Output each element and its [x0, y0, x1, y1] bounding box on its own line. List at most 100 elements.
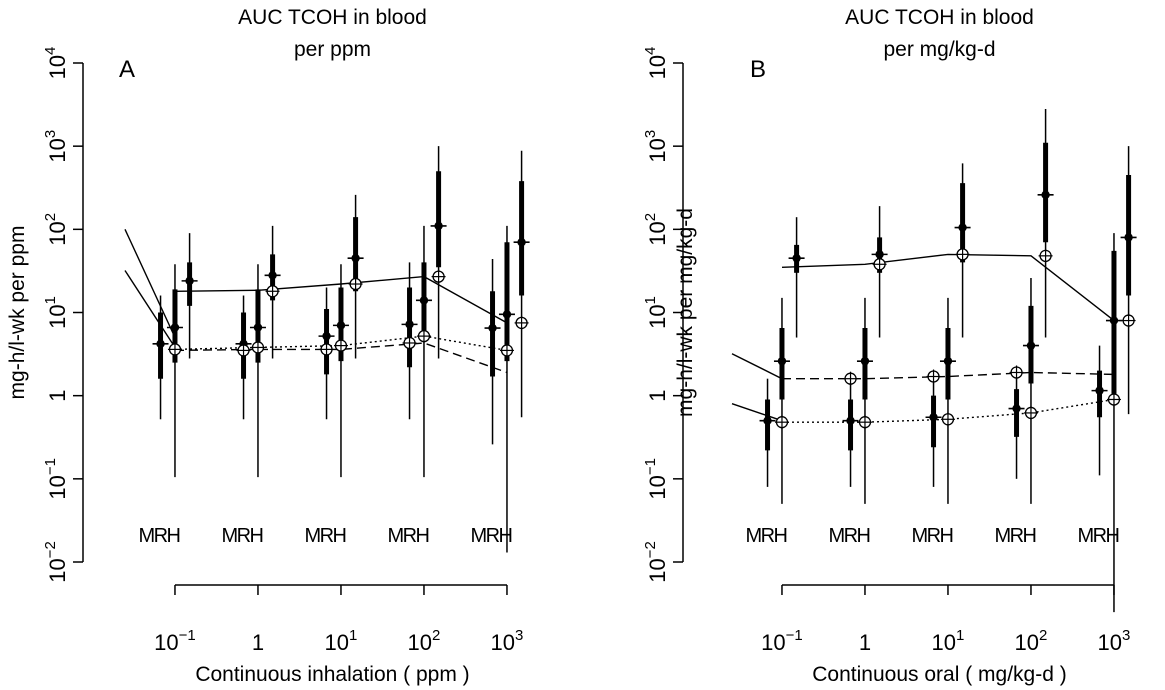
median-point [875, 250, 884, 259]
species-group-label: MRH [304, 525, 345, 547]
x-tick-label-base: 10 [154, 630, 178, 655]
series-line-solid [781, 253, 1115, 322]
y-tick-label: 10−1 [42, 458, 70, 500]
median-point [1041, 190, 1050, 200]
species-group-label: MRH [138, 525, 179, 547]
y-tick-label-base: 10 [45, 221, 70, 245]
x-tick-label: 102 [1015, 627, 1048, 655]
chart-title-line-2: per mg/kg-d [883, 38, 995, 61]
series-line-solid [731, 353, 783, 380]
y-tick-label: 102 [642, 213, 670, 246]
median-point [1095, 386, 1104, 395]
median-point [1012, 404, 1021, 413]
y-tick-label-exponent: −2 [642, 541, 659, 558]
x-axis-label: Continuous inhalation ( ppm ) [195, 663, 469, 686]
median-point [860, 356, 870, 366]
y-tick-label-base: 1 [45, 390, 70, 402]
median-point [434, 221, 443, 231]
median-point [351, 253, 360, 263]
species-group-label: MRH [745, 525, 786, 547]
median-point [502, 310, 512, 319]
median-point [777, 356, 787, 366]
y-tick-label-exponent: −2 [42, 541, 59, 558]
species-group-label: MRH [221, 525, 262, 547]
x-tick-label-exponent: 2 [1039, 627, 1047, 644]
median-point [488, 323, 497, 333]
y-tick-label: 102 [42, 213, 70, 246]
panel-letter: A [119, 56, 135, 83]
x-tick-label: 10−1 [154, 627, 196, 655]
x-tick-label-base: 10 [1015, 630, 1039, 655]
y-tick-label-base: 10 [645, 304, 670, 328]
median-point [1109, 316, 1119, 325]
y-tick-label-base: 10 [645, 221, 670, 245]
x-tick-label-exponent: −1 [786, 627, 803, 644]
median-point [170, 323, 180, 332]
x-tick-label: 103 [491, 627, 524, 655]
x-tick-label: 103 [1098, 627, 1131, 655]
median-point [322, 331, 331, 341]
median-point [943, 356, 953, 366]
y-tick-label-base: 10 [45, 475, 70, 499]
median-point [517, 238, 526, 247]
x-tick-label: 101 [932, 627, 965, 655]
x-tick-label-base: 1 [252, 630, 264, 655]
y-tick-label: 101 [642, 296, 670, 329]
median-point [268, 271, 277, 280]
y-tick-label: 101 [42, 296, 70, 329]
species-group-label: MRH [470, 525, 511, 547]
y-tick-label-base: 10 [45, 304, 70, 328]
median-point [253, 323, 263, 332]
y-tick-label-exponent: 3 [42, 130, 59, 138]
median-point [1026, 341, 1036, 350]
median-point [763, 416, 772, 425]
y-tick-label-base: 10 [45, 138, 70, 162]
series-line-solid [124, 229, 176, 338]
y-tick-label-exponent: 4 [642, 47, 659, 55]
x-tick-label-exponent: 3 [1122, 627, 1130, 644]
y-tick-label: 104 [642, 47, 670, 80]
y-tick-label-base: 10 [45, 558, 70, 582]
y-tick-label: 10−2 [642, 541, 670, 583]
y-tick-label-exponent: −1 [642, 458, 659, 475]
x-tick-label: 1 [252, 630, 264, 655]
median-point [929, 413, 938, 422]
y-tick-label-exponent: 4 [42, 47, 59, 55]
median-point [419, 296, 429, 305]
y-tick-label-base: 10 [645, 138, 670, 162]
species-group-label: MRH [1077, 525, 1118, 547]
chart-title-line-1: AUC TCOH in blood [845, 6, 1034, 29]
y-axis-label: mg-h/l-wk per ppm [6, 226, 29, 400]
series-line-solid [731, 403, 783, 422]
chart-title-line-1: AUC TCOH in blood [238, 6, 427, 29]
y-tick-label-exponent: 1 [42, 296, 59, 304]
median-point [958, 223, 967, 232]
species-group-label: MRH [911, 525, 952, 547]
median-point [792, 253, 801, 263]
species-group-label: MRH [828, 525, 869, 547]
median-point [846, 416, 855, 425]
median-point [156, 339, 165, 349]
y-tick-label-base: 10 [45, 55, 70, 79]
y-tick-label-base: 1 [645, 390, 670, 402]
y-tick-label-base: 10 [645, 558, 670, 582]
x-tick-label-exponent: 3 [515, 627, 523, 644]
y-tick-label: 103 [42, 130, 70, 163]
y-tick-label-base: 10 [645, 55, 670, 79]
y-tick-label: 104 [42, 47, 70, 80]
y-tick-label: 10−1 [642, 458, 670, 500]
series-line-solid [124, 270, 176, 348]
species-group-label: MRH [994, 525, 1035, 547]
y-tick-label-exponent: −1 [42, 458, 59, 475]
y-tick-label: 103 [642, 130, 670, 163]
x-tick-label-exponent: 1 [349, 627, 357, 644]
chart-title-line-2: per ppm [294, 38, 371, 61]
x-tick-label: 101 [325, 627, 358, 655]
x-tick-label-base: 10 [491, 630, 515, 655]
y-tick-label: 10−2 [42, 541, 70, 583]
x-tick-label-base: 10 [408, 630, 432, 655]
y-tick-label: 1 [645, 390, 670, 402]
